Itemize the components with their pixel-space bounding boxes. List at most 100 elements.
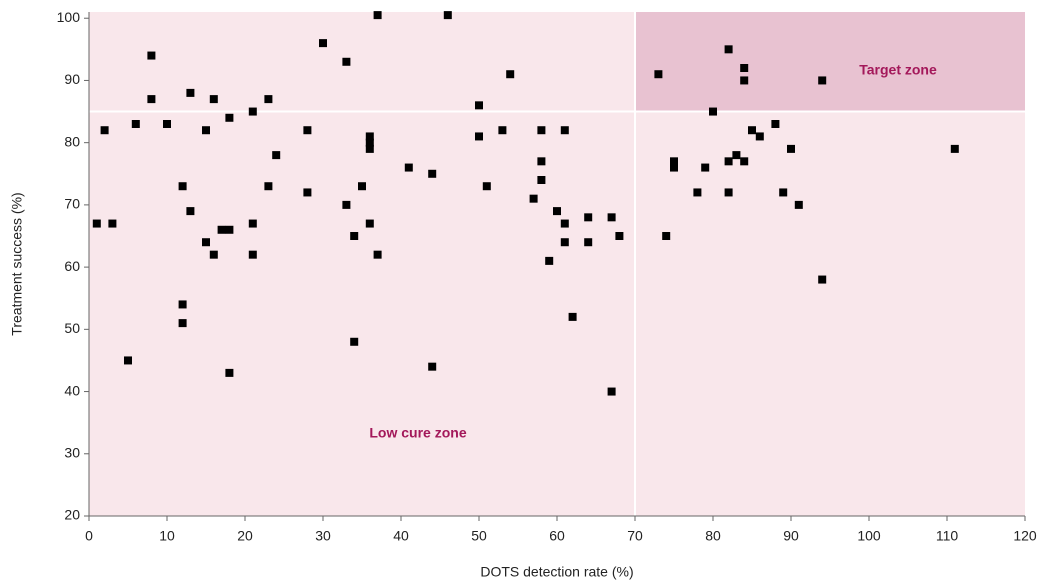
point bbox=[178, 319, 187, 328]
point bbox=[131, 120, 140, 128]
y-tick-label: 60 bbox=[64, 258, 80, 274]
point bbox=[248, 219, 257, 228]
point bbox=[365, 219, 374, 228]
point bbox=[350, 337, 359, 346]
point bbox=[404, 163, 413, 172]
point bbox=[724, 157, 733, 166]
point bbox=[818, 76, 827, 85]
x-tick-label: 90 bbox=[783, 528, 799, 544]
y-axis-label: Treatment success (%) bbox=[9, 192, 25, 335]
point bbox=[428, 362, 437, 371]
point bbox=[350, 232, 359, 240]
point bbox=[365, 132, 374, 141]
point bbox=[225, 113, 234, 122]
x-tick-label: 120 bbox=[1013, 528, 1037, 544]
y-tick-label: 40 bbox=[64, 382, 80, 398]
y-tick-label: 100 bbox=[57, 9, 81, 25]
point bbox=[607, 387, 616, 396]
point bbox=[529, 194, 538, 203]
x-tick-label: 20 bbox=[237, 528, 253, 544]
point bbox=[178, 182, 187, 191]
point bbox=[202, 238, 210, 247]
point bbox=[428, 169, 437, 178]
point bbox=[709, 107, 717, 116]
point bbox=[248, 107, 257, 116]
point bbox=[724, 45, 733, 54]
point bbox=[319, 39, 327, 48]
point bbox=[584, 238, 593, 247]
point bbox=[225, 368, 234, 377]
point bbox=[475, 132, 483, 141]
point bbox=[303, 188, 312, 197]
point bbox=[654, 70, 663, 79]
point bbox=[92, 219, 101, 228]
point bbox=[740, 64, 749, 72]
annotation: Low cure zone bbox=[369, 425, 466, 441]
point bbox=[740, 157, 749, 166]
point bbox=[124, 356, 132, 365]
point bbox=[748, 126, 756, 135]
point bbox=[202, 126, 210, 135]
y-tick-label: 30 bbox=[64, 444, 80, 460]
x-tick-label: 60 bbox=[549, 528, 565, 544]
point bbox=[553, 207, 561, 216]
y-tick-label: 70 bbox=[64, 196, 80, 212]
x-tick-label: 10 bbox=[159, 528, 175, 544]
point bbox=[272, 151, 281, 160]
point bbox=[373, 250, 382, 259]
y-tick-label: 50 bbox=[64, 320, 80, 336]
point bbox=[724, 188, 733, 197]
point bbox=[506, 70, 515, 79]
point bbox=[186, 88, 195, 97]
point bbox=[615, 232, 624, 240]
point bbox=[178, 300, 187, 309]
y-tick-label: 20 bbox=[64, 507, 80, 523]
point bbox=[209, 250, 218, 259]
x-tick-label: 30 bbox=[315, 528, 331, 544]
point bbox=[693, 188, 702, 197]
point bbox=[755, 132, 764, 141]
point bbox=[568, 312, 577, 321]
y-tick-label: 90 bbox=[64, 71, 80, 87]
point bbox=[303, 126, 312, 135]
point bbox=[365, 138, 374, 147]
point bbox=[209, 95, 218, 104]
point bbox=[560, 126, 569, 135]
point bbox=[950, 144, 959, 153]
point bbox=[537, 157, 546, 166]
point bbox=[186, 207, 195, 216]
point bbox=[147, 95, 156, 104]
x-tick-label: 70 bbox=[627, 528, 643, 544]
point bbox=[662, 232, 671, 240]
x-tick-label: 100 bbox=[857, 528, 881, 544]
point bbox=[560, 238, 569, 247]
point bbox=[147, 51, 156, 60]
point bbox=[545, 256, 554, 265]
point bbox=[365, 144, 374, 153]
point bbox=[248, 250, 257, 259]
point bbox=[560, 219, 569, 228]
point bbox=[818, 275, 827, 284]
point bbox=[701, 163, 710, 172]
annotation: Target zone bbox=[859, 62, 937, 78]
point bbox=[264, 95, 273, 104]
point bbox=[537, 176, 546, 184]
point bbox=[740, 76, 749, 85]
point bbox=[108, 219, 117, 228]
x-tick-label: 0 bbox=[85, 528, 93, 544]
x-axis-label: DOTS detection rate (%) bbox=[480, 564, 633, 580]
point bbox=[373, 11, 382, 20]
point bbox=[358, 182, 366, 191]
point bbox=[607, 213, 616, 222]
y-tick-label: 80 bbox=[64, 133, 80, 149]
x-tick-label: 50 bbox=[471, 528, 487, 544]
point bbox=[100, 126, 109, 135]
point bbox=[787, 144, 795, 153]
point bbox=[482, 182, 491, 191]
point bbox=[670, 157, 678, 166]
point bbox=[342, 200, 351, 209]
point bbox=[443, 11, 452, 20]
point bbox=[732, 151, 741, 160]
point bbox=[779, 188, 788, 197]
